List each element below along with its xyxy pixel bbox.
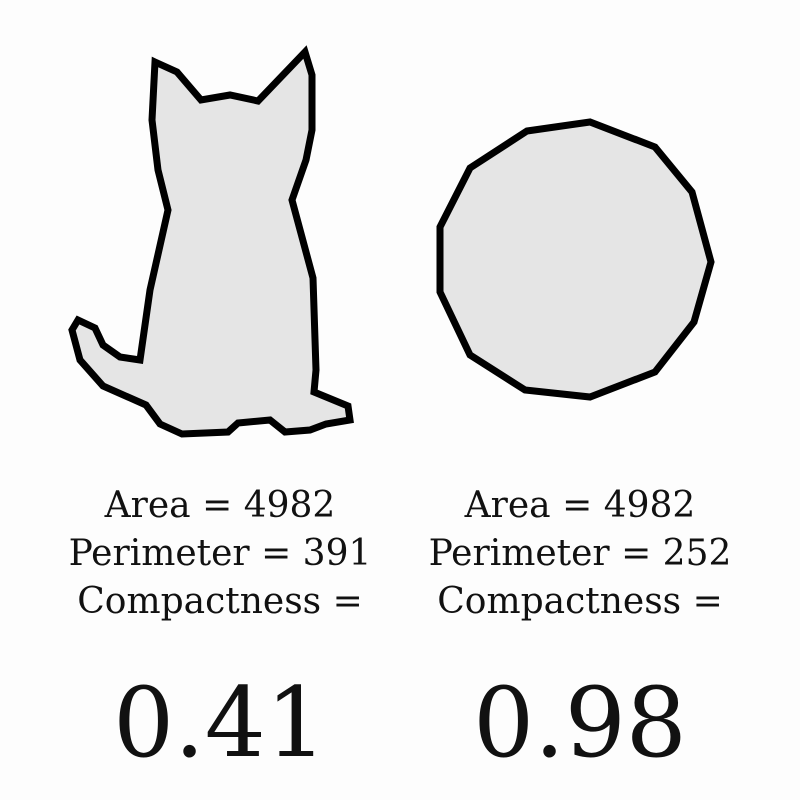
cat-compactness-value: 0.41	[113, 667, 327, 779]
polygon-compactness-label: Compactness =	[437, 581, 723, 622]
shapes-canvas	[68, 45, 715, 438]
polygon-perimeter-label: Perimeter = 252	[428, 533, 732, 574]
cat-stats-panel: Area = 4982 Perimeter = 391 Compactness …	[40, 482, 400, 778]
circle-approx-polygon	[436, 118, 715, 401]
cat-perimeter-label: Perimeter = 391	[68, 533, 372, 574]
polygon-compactness-value: 0.98	[473, 667, 687, 779]
cat-compactness-label: Compactness =	[77, 581, 363, 622]
polygon-stats-panel: Area = 4982 Perimeter = 252 Compactness …	[400, 482, 760, 778]
polygon-area-label: Area = 4982	[464, 485, 696, 526]
cat-area-label: Area = 4982	[104, 485, 336, 526]
cat-silhouette	[68, 45, 354, 438]
